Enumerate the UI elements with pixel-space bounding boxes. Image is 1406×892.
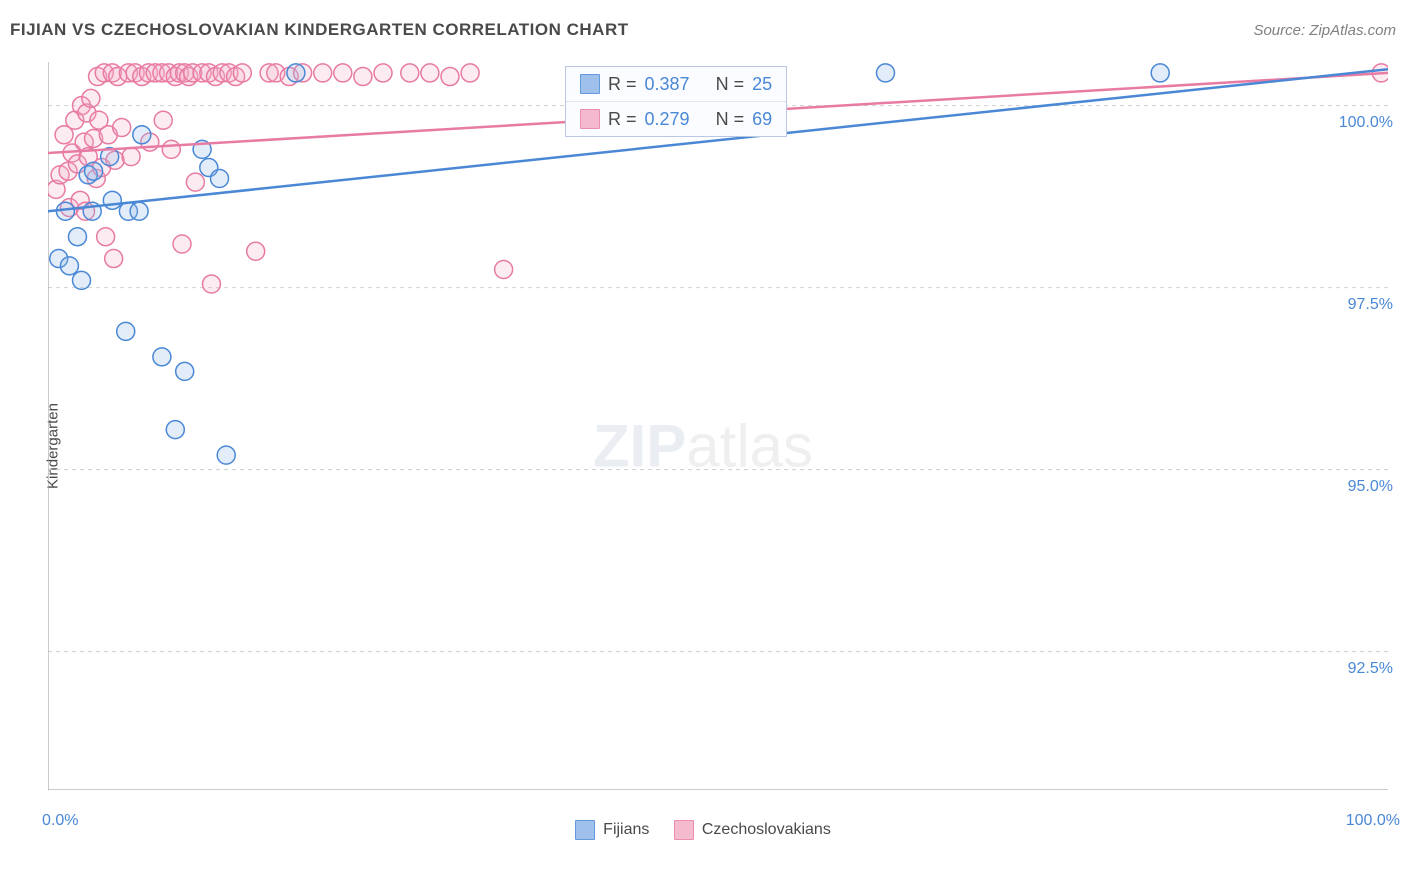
y-tick-label: 100.0% (1323, 114, 1393, 132)
czechoslovakians-n-value: 69 (752, 104, 772, 134)
czechoslovakians-legend-swatch-icon (674, 820, 694, 840)
czechoslovakians-swatch-icon (580, 109, 600, 129)
czechoslovakians-legend-label: Czechoslovakians (702, 821, 831, 839)
correlation-stats-box: R = 0.387 N = 25 R = 0.279 N = 69 (565, 66, 787, 137)
fijians-legend-swatch-icon (575, 820, 595, 840)
header: FIJIAN VS CZECHOSLOVAKIAN KINDERGARTEN C… (10, 20, 1396, 40)
r-prefix: R = (608, 104, 637, 134)
plot-svg (48, 62, 1388, 790)
n-prefix: N = (716, 104, 745, 134)
y-tick-label: 92.5% (1323, 660, 1393, 678)
legend-item-czechoslovakians: Czechoslovakians (674, 820, 831, 840)
source-attribution: Source: ZipAtlas.com (1253, 22, 1396, 39)
fijians-legend-label: Fijians (603, 821, 649, 839)
stats-row-czechoslovakians: R = 0.279 N = 69 (566, 102, 786, 136)
fijians-r-value: 0.387 (645, 69, 690, 99)
legend-item-fijians: Fijians (575, 820, 649, 840)
fijians-swatch-icon (580, 74, 600, 94)
y-tick-label: 97.5% (1323, 296, 1393, 314)
r-prefix: R = (608, 69, 637, 99)
legend: Fijians Czechoslovakians (0, 820, 1406, 845)
fijians-n-value: 25 (752, 69, 772, 99)
czechoslovakians-r-value: 0.279 (645, 104, 690, 134)
n-prefix: N = (716, 69, 745, 99)
chart-title: FIJIAN VS CZECHOSLOVAKIAN KINDERGARTEN C… (10, 20, 629, 40)
scatter-plot (48, 62, 1388, 790)
stats-row-fijians: R = 0.387 N = 25 (566, 67, 786, 102)
y-tick-label: 95.0% (1323, 478, 1393, 496)
